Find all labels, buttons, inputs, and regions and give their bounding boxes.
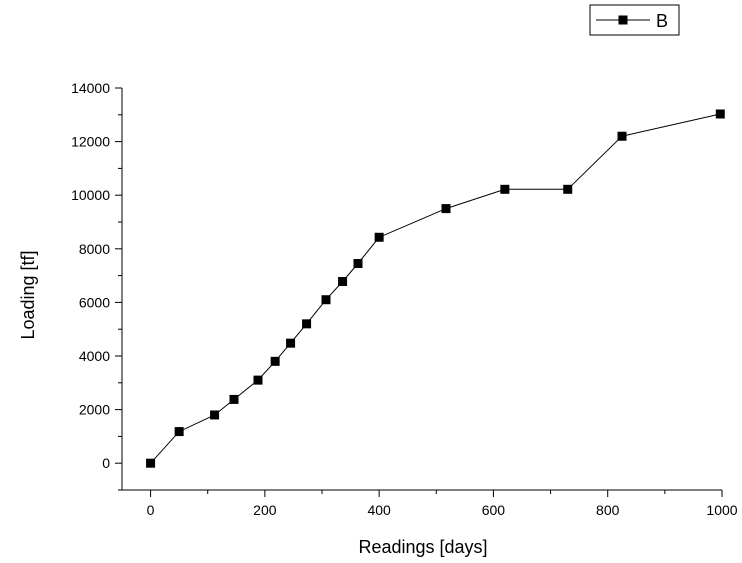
y-tick-label: 14000 [71, 80, 110, 96]
y-tick-label: 4000 [79, 348, 110, 364]
series-b-point [338, 276, 348, 286]
series-b-point [270, 356, 280, 366]
series-b-point [441, 204, 451, 214]
y-tick-label: 8000 [79, 241, 110, 257]
series-b-point [715, 109, 725, 119]
legend: B [589, 4, 680, 36]
x-tick-label: 400 [367, 502, 391, 518]
x-ticks: 0 200 400 600 800 1000 [147, 490, 738, 518]
legend-marker-square [618, 15, 628, 25]
x-tick-label: 200 [253, 502, 277, 518]
series-b-point [321, 295, 331, 305]
y-tick-label: 2000 [79, 402, 110, 418]
x-tick-label: 0 [147, 502, 155, 518]
y-ticks: 0 2000 4000 6000 8000 10000 12000 14000 [71, 80, 122, 491]
series-b-point [563, 184, 573, 194]
series-b-point [210, 410, 220, 420]
x-tick-label: 600 [482, 502, 506, 518]
series-b-point [146, 458, 156, 468]
x-axis-title: Readings [days] [358, 537, 487, 557]
series-b-point [302, 319, 312, 329]
y-tick-label: 10000 [71, 187, 110, 203]
series-b-point [500, 184, 510, 194]
series-b-point [253, 375, 263, 385]
x-tick-label: 1000 [706, 502, 737, 518]
series-b-point [174, 427, 184, 437]
series-b-point [286, 338, 296, 348]
series-b-point [374, 232, 384, 242]
y-axis-title: Loading [tf] [18, 250, 38, 339]
x-tick-label: 800 [596, 502, 620, 518]
series-b-point [617, 131, 627, 141]
y-tick-label: 12000 [71, 134, 110, 150]
y-tick-label: 6000 [79, 294, 110, 310]
axes [121, 88, 722, 491]
y-tick-label: 0 [102, 455, 110, 471]
series-b-point [229, 394, 239, 404]
series-b-line [150, 113, 721, 464]
legend-entry-label: B [656, 11, 668, 31]
plot-area [146, 109, 725, 468]
series-b-point [353, 259, 363, 269]
